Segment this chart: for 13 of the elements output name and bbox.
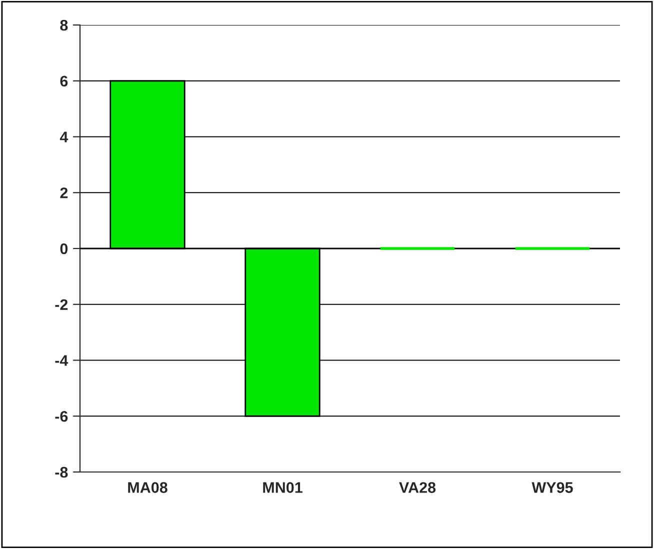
y-tick-label: -4 <box>55 355 68 366</box>
x-tick-label: WY95 <box>532 482 573 493</box>
y-tick-label: 2 <box>60 187 68 198</box>
x-tick-label: MA08 <box>128 482 168 493</box>
y-tick-label: -2 <box>55 299 68 310</box>
y-tick-label: 8 <box>60 20 68 31</box>
y-tick-label: 4 <box>60 132 68 142</box>
x-tick-label: VA28 <box>399 482 436 493</box>
y-tick-label: 6 <box>60 76 68 87</box>
y-tick-label: -8 <box>55 466 68 478</box>
y-tick-label: 0 <box>60 243 68 254</box>
y-tick-label: -6 <box>55 410 68 422</box>
x-tick-label: MN01 <box>263 482 302 493</box>
